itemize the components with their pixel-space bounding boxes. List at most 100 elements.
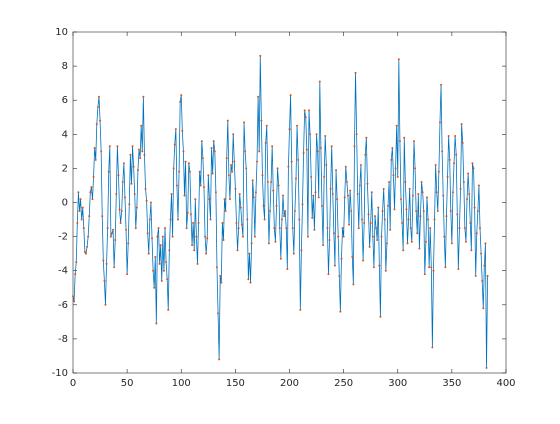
data-point (132, 165, 135, 168)
data-point (280, 218, 283, 221)
data-point (485, 366, 488, 369)
data-point (187, 162, 190, 165)
data-point (191, 244, 194, 247)
data-point (161, 235, 164, 238)
data-point (226, 119, 229, 122)
data-point (97, 95, 100, 98)
data-point (363, 221, 366, 224)
data-point (301, 203, 304, 206)
data-point (249, 281, 252, 284)
data-point (180, 94, 183, 97)
data-point (486, 274, 489, 277)
data-point (131, 145, 134, 148)
data-point (275, 204, 278, 207)
data-point (292, 252, 295, 255)
data-point (220, 281, 223, 284)
data-point (239, 206, 242, 209)
data-point (276, 167, 279, 170)
data-point (234, 187, 237, 190)
data-point (117, 174, 120, 177)
data-point (112, 228, 115, 231)
data-point (480, 252, 483, 255)
data-point (438, 121, 441, 124)
data-point (448, 158, 451, 161)
data-point (355, 133, 358, 136)
data-point (261, 174, 264, 177)
data-point (393, 208, 396, 211)
data-point (414, 167, 417, 170)
y-tick-label: -4 (58, 266, 68, 277)
data-point (246, 218, 249, 221)
data-point (82, 227, 85, 230)
data-point (262, 204, 265, 207)
y-tick-label: -10 (52, 368, 68, 379)
data-point (231, 170, 234, 173)
data-point (356, 192, 359, 195)
data-point (423, 273, 426, 276)
data-point (401, 221, 404, 224)
y-tick-label: 4 (62, 129, 68, 140)
data-point (331, 192, 334, 195)
data-point (208, 198, 211, 201)
data-point (374, 215, 377, 218)
data-point (186, 211, 189, 214)
data-point (182, 150, 185, 153)
data-point (264, 141, 267, 144)
data-point (407, 218, 410, 221)
data-point (436, 210, 439, 213)
data-point (366, 182, 369, 185)
data-point (287, 165, 290, 168)
data-point (330, 145, 333, 148)
data-point (391, 146, 394, 149)
data-point (368, 245, 371, 248)
data-point (181, 129, 184, 132)
data-point (154, 256, 157, 259)
data-point (179, 100, 182, 103)
data-point (204, 235, 207, 238)
data-point (74, 273, 77, 276)
data-point (122, 162, 125, 165)
data-point (415, 210, 418, 213)
data-point (354, 71, 357, 74)
data-point (379, 315, 382, 318)
data-point (460, 123, 463, 126)
data-point (418, 247, 421, 250)
data-point (141, 150, 144, 153)
data-point (148, 218, 151, 221)
data-point (93, 146, 96, 149)
data-point (397, 58, 400, 61)
data-point (457, 267, 460, 270)
data-point (430, 266, 433, 269)
data-point (311, 216, 314, 219)
data-point (140, 124, 143, 127)
data-point (338, 274, 341, 277)
data-point (390, 158, 393, 161)
data-point (252, 196, 255, 199)
data-point (392, 174, 395, 177)
data-point (222, 239, 225, 242)
data-point (210, 146, 213, 149)
data-point (253, 235, 256, 238)
data-point (453, 162, 456, 165)
data-point (126, 273, 129, 276)
data-point (160, 279, 163, 282)
data-point (174, 128, 177, 131)
data-point (479, 227, 482, 230)
data-point (80, 218, 83, 221)
data-point (473, 206, 476, 209)
data-point (158, 262, 161, 265)
data-point (92, 175, 95, 178)
data-point (214, 191, 217, 194)
data-point (105, 262, 108, 265)
data-point (444, 266, 447, 269)
data-point (115, 192, 118, 195)
data-point (300, 249, 303, 252)
data-point (195, 235, 198, 238)
data-point (411, 194, 414, 197)
data-point (144, 187, 147, 190)
data-point (307, 109, 310, 112)
data-point (157, 227, 160, 230)
data-point (259, 54, 262, 57)
data-point (313, 228, 316, 231)
